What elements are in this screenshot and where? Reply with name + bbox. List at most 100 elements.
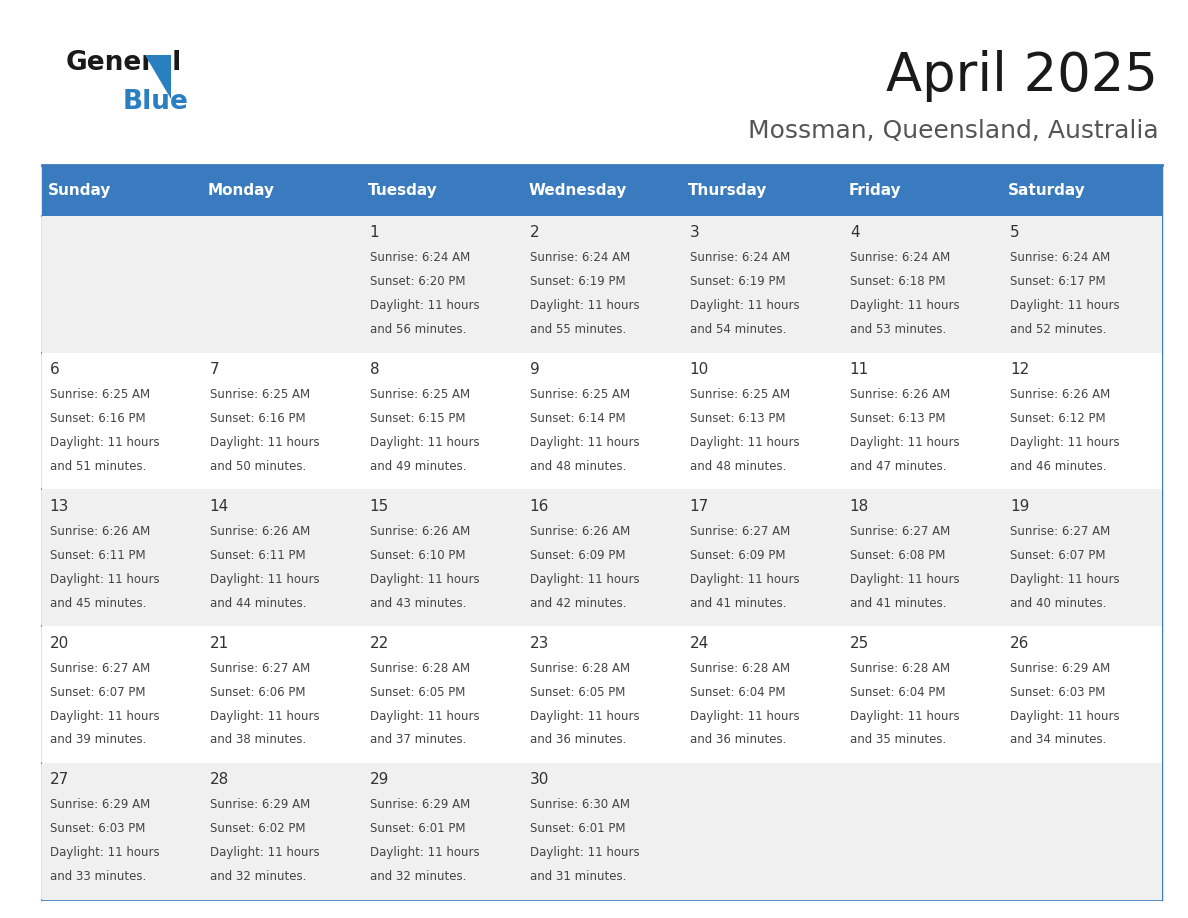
- Text: and 54 minutes.: and 54 minutes.: [690, 323, 786, 336]
- Text: Daylight: 11 hours: Daylight: 11 hours: [849, 436, 960, 449]
- Text: Sunrise: 6:25 AM: Sunrise: 6:25 AM: [209, 388, 310, 401]
- Text: Daylight: 11 hours: Daylight: 11 hours: [50, 573, 159, 586]
- Text: 5: 5: [1010, 225, 1019, 241]
- Text: and 48 minutes.: and 48 minutes.: [530, 460, 626, 473]
- Text: and 41 minutes.: and 41 minutes.: [849, 597, 947, 610]
- Text: Wednesday: Wednesday: [529, 183, 626, 198]
- Text: Daylight: 11 hours: Daylight: 11 hours: [369, 846, 479, 859]
- Text: Thursday: Thursday: [688, 183, 767, 198]
- Text: Sunrise: 6:29 AM: Sunrise: 6:29 AM: [1010, 662, 1110, 675]
- Text: Sunset: 6:16 PM: Sunset: 6:16 PM: [50, 412, 145, 425]
- Text: and 47 minutes.: and 47 minutes.: [849, 460, 947, 473]
- Text: Sunrise: 6:28 AM: Sunrise: 6:28 AM: [530, 662, 630, 675]
- Text: and 36 minutes.: and 36 minutes.: [530, 733, 626, 746]
- Text: and 38 minutes.: and 38 minutes.: [209, 733, 305, 746]
- Text: Sunset: 6:20 PM: Sunset: 6:20 PM: [369, 275, 466, 288]
- Text: and 35 minutes.: and 35 minutes.: [849, 733, 946, 746]
- Text: 12: 12: [1010, 362, 1029, 377]
- Text: Sunrise: 6:27 AM: Sunrise: 6:27 AM: [690, 525, 790, 538]
- Text: Sunset: 6:19 PM: Sunset: 6:19 PM: [690, 275, 785, 288]
- Text: 4: 4: [849, 225, 859, 241]
- Text: 24: 24: [690, 635, 709, 651]
- Text: Daylight: 11 hours: Daylight: 11 hours: [530, 299, 639, 312]
- Text: Sunset: 6:18 PM: Sunset: 6:18 PM: [849, 275, 946, 288]
- Text: Sunset: 6:08 PM: Sunset: 6:08 PM: [849, 549, 946, 562]
- Text: Sunset: 6:01 PM: Sunset: 6:01 PM: [530, 823, 625, 835]
- Text: Sunset: 6:16 PM: Sunset: 6:16 PM: [209, 412, 305, 425]
- Text: Monday: Monday: [208, 183, 276, 198]
- Text: 29: 29: [369, 772, 388, 788]
- Text: Saturday: Saturday: [1009, 183, 1086, 198]
- Text: Daylight: 11 hours: Daylight: 11 hours: [530, 710, 639, 722]
- Text: Sunset: 6:13 PM: Sunset: 6:13 PM: [690, 412, 785, 425]
- Text: Daylight: 11 hours: Daylight: 11 hours: [849, 573, 960, 586]
- Text: Sunset: 6:05 PM: Sunset: 6:05 PM: [369, 686, 465, 699]
- Text: 3: 3: [690, 225, 700, 241]
- Text: Sunrise: 6:26 AM: Sunrise: 6:26 AM: [50, 525, 150, 538]
- Text: Sunrise: 6:29 AM: Sunrise: 6:29 AM: [50, 799, 150, 812]
- Text: 9: 9: [530, 362, 539, 377]
- Text: 17: 17: [690, 498, 709, 514]
- Text: General: General: [65, 50, 182, 76]
- Text: and 39 minutes.: and 39 minutes.: [50, 733, 146, 746]
- Text: Daylight: 11 hours: Daylight: 11 hours: [1010, 710, 1119, 722]
- Text: Sunset: 6:17 PM: Sunset: 6:17 PM: [1010, 275, 1106, 288]
- Text: Sunrise: 6:26 AM: Sunrise: 6:26 AM: [369, 525, 470, 538]
- Text: Sunset: 6:10 PM: Sunset: 6:10 PM: [369, 549, 466, 562]
- Text: Sunset: 6:05 PM: Sunset: 6:05 PM: [530, 686, 625, 699]
- Text: and 53 minutes.: and 53 minutes.: [849, 323, 946, 336]
- Text: Sunrise: 6:28 AM: Sunrise: 6:28 AM: [369, 662, 469, 675]
- Text: Sunrise: 6:24 AM: Sunrise: 6:24 AM: [690, 252, 790, 264]
- Text: 16: 16: [530, 498, 549, 514]
- Text: Sunset: 6:01 PM: Sunset: 6:01 PM: [369, 823, 466, 835]
- Text: and 52 minutes.: and 52 minutes.: [1010, 323, 1106, 336]
- Text: 7: 7: [209, 362, 220, 377]
- Text: Daylight: 11 hours: Daylight: 11 hours: [849, 710, 960, 722]
- Text: Sunrise: 6:26 AM: Sunrise: 6:26 AM: [1010, 388, 1110, 401]
- Text: and 46 minutes.: and 46 minutes.: [1010, 460, 1106, 473]
- Text: 28: 28: [209, 772, 229, 788]
- Text: Sunrise: 6:27 AM: Sunrise: 6:27 AM: [1010, 525, 1110, 538]
- Text: and 48 minutes.: and 48 minutes.: [690, 460, 786, 473]
- Text: Tuesday: Tuesday: [368, 183, 438, 198]
- Text: Daylight: 11 hours: Daylight: 11 hours: [369, 573, 479, 586]
- Text: 15: 15: [369, 498, 388, 514]
- Text: Sunrise: 6:27 AM: Sunrise: 6:27 AM: [849, 525, 950, 538]
- Text: and 49 minutes.: and 49 minutes.: [369, 460, 466, 473]
- Text: Daylight: 11 hours: Daylight: 11 hours: [369, 299, 479, 312]
- Text: Sunset: 6:11 PM: Sunset: 6:11 PM: [50, 549, 145, 562]
- Text: Sunset: 6:09 PM: Sunset: 6:09 PM: [690, 549, 785, 562]
- Text: and 41 minutes.: and 41 minutes.: [690, 597, 786, 610]
- Text: Sunset: 6:02 PM: Sunset: 6:02 PM: [209, 823, 305, 835]
- Text: April 2025: April 2025: [886, 50, 1158, 103]
- Text: Mossman, Queensland, Australia: Mossman, Queensland, Australia: [747, 119, 1158, 143]
- Text: Sunset: 6:03 PM: Sunset: 6:03 PM: [1010, 686, 1105, 699]
- Text: and 37 minutes.: and 37 minutes.: [369, 733, 466, 746]
- Text: Sunrise: 6:26 AM: Sunrise: 6:26 AM: [530, 525, 630, 538]
- Text: 26: 26: [1010, 635, 1029, 651]
- Text: 22: 22: [369, 635, 388, 651]
- Text: and 32 minutes.: and 32 minutes.: [369, 870, 466, 883]
- Text: 21: 21: [209, 635, 229, 651]
- Text: Blue: Blue: [122, 89, 188, 115]
- Text: Sunrise: 6:25 AM: Sunrise: 6:25 AM: [50, 388, 150, 401]
- Text: Sunset: 6:12 PM: Sunset: 6:12 PM: [1010, 412, 1106, 425]
- Text: Sunset: 6:09 PM: Sunset: 6:09 PM: [530, 549, 625, 562]
- Text: Daylight: 11 hours: Daylight: 11 hours: [849, 299, 960, 312]
- Text: Sunrise: 6:26 AM: Sunrise: 6:26 AM: [849, 388, 950, 401]
- Text: Sunset: 6:11 PM: Sunset: 6:11 PM: [209, 549, 305, 562]
- Text: Daylight: 11 hours: Daylight: 11 hours: [209, 710, 320, 722]
- Text: Daylight: 11 hours: Daylight: 11 hours: [209, 436, 320, 449]
- Text: 11: 11: [849, 362, 870, 377]
- Text: Sunrise: 6:26 AM: Sunrise: 6:26 AM: [209, 525, 310, 538]
- Text: 30: 30: [530, 772, 549, 788]
- Text: 25: 25: [849, 635, 870, 651]
- Text: 8: 8: [369, 362, 379, 377]
- Text: Sunrise: 6:27 AM: Sunrise: 6:27 AM: [209, 662, 310, 675]
- Text: and 50 minutes.: and 50 minutes.: [209, 460, 305, 473]
- Text: Daylight: 11 hours: Daylight: 11 hours: [690, 299, 800, 312]
- Text: 13: 13: [50, 498, 69, 514]
- Text: and 34 minutes.: and 34 minutes.: [1010, 733, 1106, 746]
- Text: and 45 minutes.: and 45 minutes.: [50, 597, 146, 610]
- Text: Sunset: 6:15 PM: Sunset: 6:15 PM: [369, 412, 466, 425]
